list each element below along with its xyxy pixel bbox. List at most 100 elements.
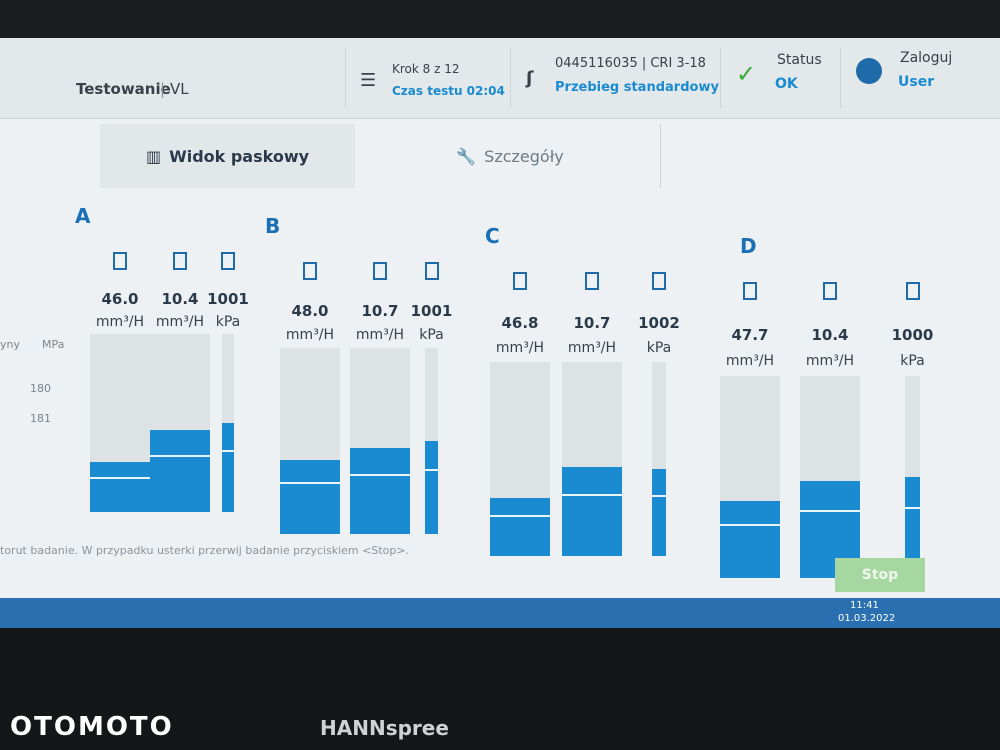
bar-fill bbox=[350, 448, 410, 534]
bar-vessel bbox=[720, 376, 780, 578]
side-value: 180 bbox=[30, 382, 51, 395]
bar-marker bbox=[222, 449, 234, 452]
bar-fill bbox=[720, 501, 780, 578]
bar-vessel bbox=[562, 362, 622, 556]
group-letter: B bbox=[265, 214, 281, 238]
channel-icon bbox=[303, 262, 317, 280]
bar-marker bbox=[425, 468, 438, 471]
channel-icon bbox=[424, 262, 439, 280]
list-icon: ☰ bbox=[360, 70, 377, 91]
channel-icon bbox=[585, 272, 599, 290]
bar-marker bbox=[652, 494, 666, 497]
clock-date: 01.03.2022 bbox=[838, 613, 896, 624]
injector-icon: ʃ bbox=[526, 68, 534, 89]
bar-vessel bbox=[905, 376, 920, 578]
divider bbox=[720, 48, 721, 108]
bar-vessel bbox=[490, 362, 550, 556]
bar-marker bbox=[905, 507, 920, 510]
tab-label: Widok paskowy bbox=[169, 146, 310, 166]
bar-fill bbox=[652, 468, 666, 556]
channel-value: 46.0 bbox=[101, 290, 139, 308]
group-letter: D bbox=[740, 234, 757, 258]
program: Przebieg standardowy bbox=[555, 80, 719, 95]
user-icon[interactable] bbox=[856, 58, 882, 84]
tab-bar-view[interactable]: ▥ Widok paskowy bbox=[100, 124, 355, 188]
divider bbox=[510, 48, 511, 108]
channel-unit: kPa bbox=[900, 353, 925, 369]
side-header: yny bbox=[0, 338, 20, 351]
bar-fill bbox=[150, 430, 210, 512]
channel-icon bbox=[373, 262, 387, 280]
channel-icon bbox=[652, 272, 666, 290]
group-letter: C bbox=[485, 224, 500, 248]
separator: | bbox=[160, 80, 166, 98]
test-time: Czas testu 02:04 bbox=[392, 84, 505, 98]
bar-fill bbox=[905, 477, 920, 578]
status-value: OK bbox=[775, 76, 798, 92]
monitor-brand: HANNspree bbox=[320, 716, 449, 740]
user-name: User bbox=[898, 74, 935, 90]
app-title: Testowanie bbox=[76, 80, 171, 98]
tab-bar: ▥ Widok paskowy 🔧 Szczegóły bbox=[0, 124, 1000, 188]
channel-icon bbox=[513, 272, 527, 290]
channel-icon bbox=[173, 252, 187, 270]
channel-value: 10.7 bbox=[573, 314, 611, 332]
channel-unit: mm³/H bbox=[495, 340, 545, 356]
channel-unit: kPa bbox=[419, 327, 444, 343]
channel-icon bbox=[743, 282, 757, 300]
channel-value: 10.4 bbox=[811, 326, 849, 344]
channel-icon bbox=[221, 252, 235, 270]
bar-vessel bbox=[425, 348, 438, 534]
bar-groups: A 46.0 mm³/H 10.4 mm³/H 1001 kPa B 48.0 mm³/H 10.7… bbox=[0, 38, 1000, 598]
channel-icon bbox=[905, 282, 920, 300]
stop-button[interactable]: Stop bbox=[835, 558, 925, 592]
message: torut badanie. W przypadku usterki przer… bbox=[0, 544, 410, 557]
wrench-icon: 🔧 bbox=[456, 146, 477, 166]
bar-fill bbox=[490, 497, 550, 556]
channel-value: 1000 bbox=[891, 326, 934, 344]
tab-details[interactable]: 🔧 Szczegóły bbox=[360, 124, 661, 188]
bar-marker bbox=[720, 524, 780, 527]
bar-marker bbox=[280, 481, 340, 484]
divider bbox=[840, 48, 841, 108]
bar-vessel bbox=[90, 334, 150, 512]
channel-unit: kPa bbox=[646, 340, 672, 356]
bar-fill bbox=[425, 441, 438, 534]
watermark: OTOMOTO bbox=[10, 712, 174, 742]
monitor-bezel: HANNspree OTOMOTO bbox=[0, 628, 1000, 750]
channel-unit: mm³/H bbox=[567, 340, 617, 356]
bar-vessel bbox=[222, 334, 234, 512]
bar-vessel bbox=[280, 348, 340, 534]
bar-vessel bbox=[350, 348, 410, 534]
bar-marker bbox=[150, 454, 210, 457]
bar-marker bbox=[350, 474, 410, 477]
step: Krok 8 z 12 bbox=[392, 62, 460, 76]
bar-vessel bbox=[800, 376, 860, 578]
status-label: Status bbox=[777, 52, 822, 68]
channel-unit: mm³/H bbox=[725, 353, 775, 369]
channel-value: 10.7 bbox=[361, 302, 399, 320]
login-label[interactable]: Zaloguj bbox=[900, 50, 953, 66]
header-bar: Testowanie | VL ☰ Krok 8 z 12 Czas testu… bbox=[0, 38, 1000, 119]
side-value: 181 bbox=[30, 412, 51, 425]
bar-marker bbox=[490, 515, 550, 518]
divider bbox=[345, 48, 346, 108]
channel-value: 46.8 bbox=[501, 314, 539, 332]
part-number: 0445116035 | CRI 3-18 bbox=[555, 56, 706, 71]
channel-value: 1001 bbox=[410, 302, 453, 320]
channel-value: 10.4 bbox=[161, 290, 199, 308]
channel-icon bbox=[823, 282, 837, 300]
channel-unit: kPa bbox=[215, 314, 241, 330]
bar-vessel bbox=[150, 334, 210, 512]
screen: Testowanie | VL ☰ Krok 8 z 12 Czas testu… bbox=[0, 38, 1000, 598]
bar-fill bbox=[280, 459, 340, 534]
side-header: MPa bbox=[42, 338, 65, 351]
clock-time: 11:41 bbox=[850, 600, 879, 611]
channel-value: 47.7 bbox=[731, 326, 769, 344]
channel-unit: mm³/H bbox=[805, 353, 855, 369]
bars-icon: ▥ bbox=[145, 146, 162, 166]
channel-unit: mm³/H bbox=[95, 314, 145, 330]
group-letter: A bbox=[75, 204, 91, 228]
channel-value: 48.0 bbox=[291, 302, 329, 320]
